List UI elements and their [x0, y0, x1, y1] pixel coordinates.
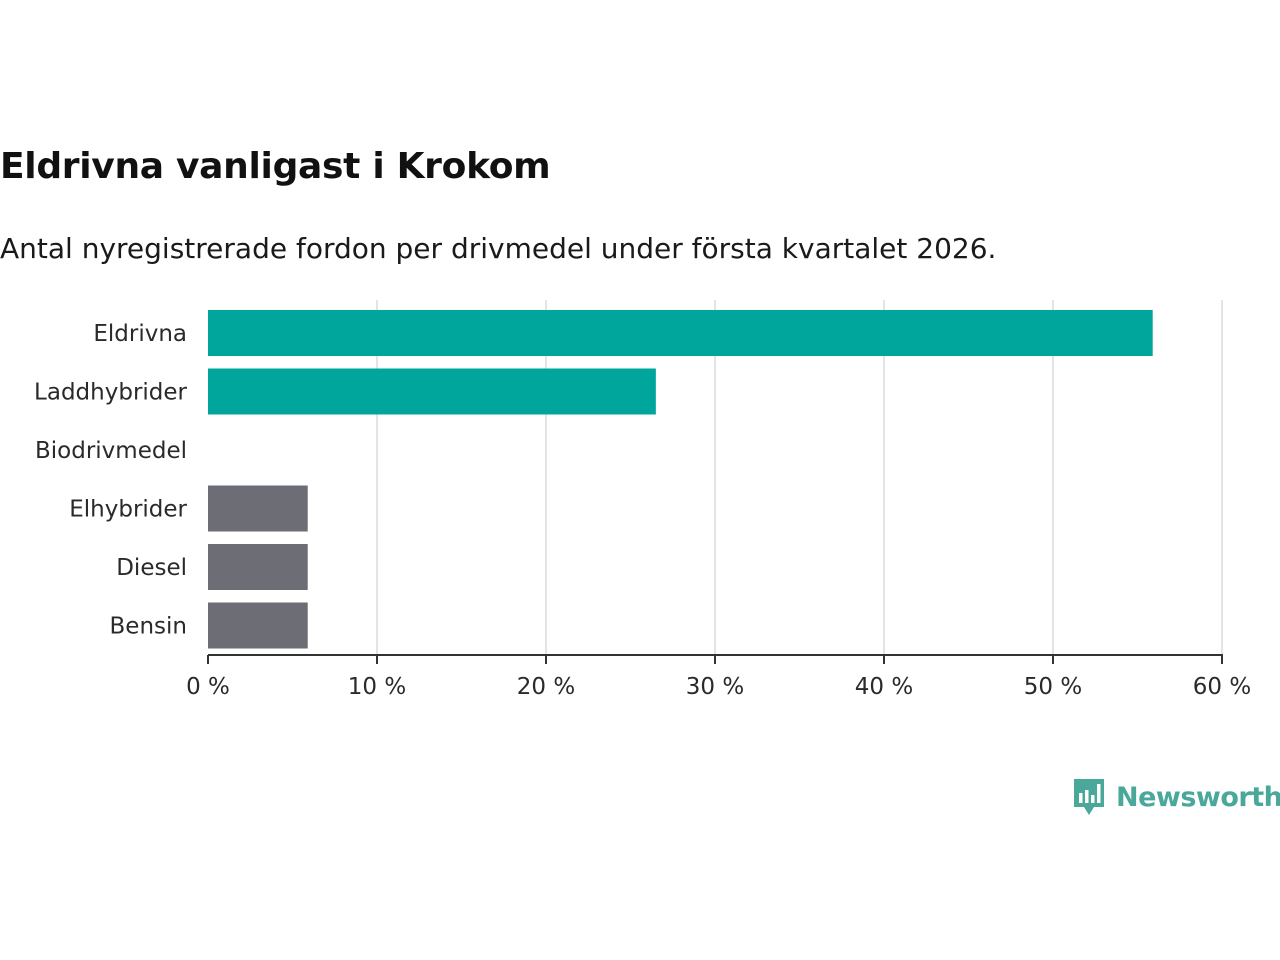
x-tick-label: 60 % [1193, 674, 1251, 700]
newsworthy-logo-icon [1074, 779, 1104, 815]
x-tick-label: 0 % [186, 674, 230, 700]
x-tick-label: 30 % [686, 674, 744, 700]
category-labels: Eldrivna Laddhybrider Biodrivmedel Elhybrid… [34, 321, 187, 640]
chart-title: Eldrivna vanligast i Krokom [0, 146, 551, 187]
brand-name: Newsworthy [1116, 781, 1280, 813]
category-label-biodrivmedel: Biodrivmedel [35, 438, 187, 464]
x-tick-label: 50 % [1024, 674, 1082, 700]
x-tick-label: 20 % [517, 674, 575, 700]
bar-bensin [208, 602, 308, 649]
brand-logo: Newsworthy [1072, 774, 1280, 820]
bar-diesel [208, 544, 308, 590]
bar-laddhybrider [208, 368, 656, 415]
x-axis: 0 % 10 % 20 % 30 % 40 % 50 % 60 % [186, 654, 1251, 700]
x-tick-label: 40 % [855, 674, 913, 700]
category-label-diesel: Diesel [116, 555, 187, 581]
chart-subtitle: Antal nyregistrerade fordon per drivmede… [0, 232, 997, 265]
category-label-bensin: Bensin [110, 614, 187, 640]
gridlines [376, 300, 1223, 655]
category-label-eldrivna: Eldrivna [93, 321, 187, 347]
x-tick-label: 10 % [348, 674, 406, 700]
category-label-elhybrider: Elhybrider [69, 497, 187, 523]
bars [208, 310, 1153, 649]
category-label-laddhybrider: Laddhybrider [34, 380, 187, 406]
bar-eldrivna [208, 310, 1153, 356]
bar-elhybrider [208, 485, 308, 532]
